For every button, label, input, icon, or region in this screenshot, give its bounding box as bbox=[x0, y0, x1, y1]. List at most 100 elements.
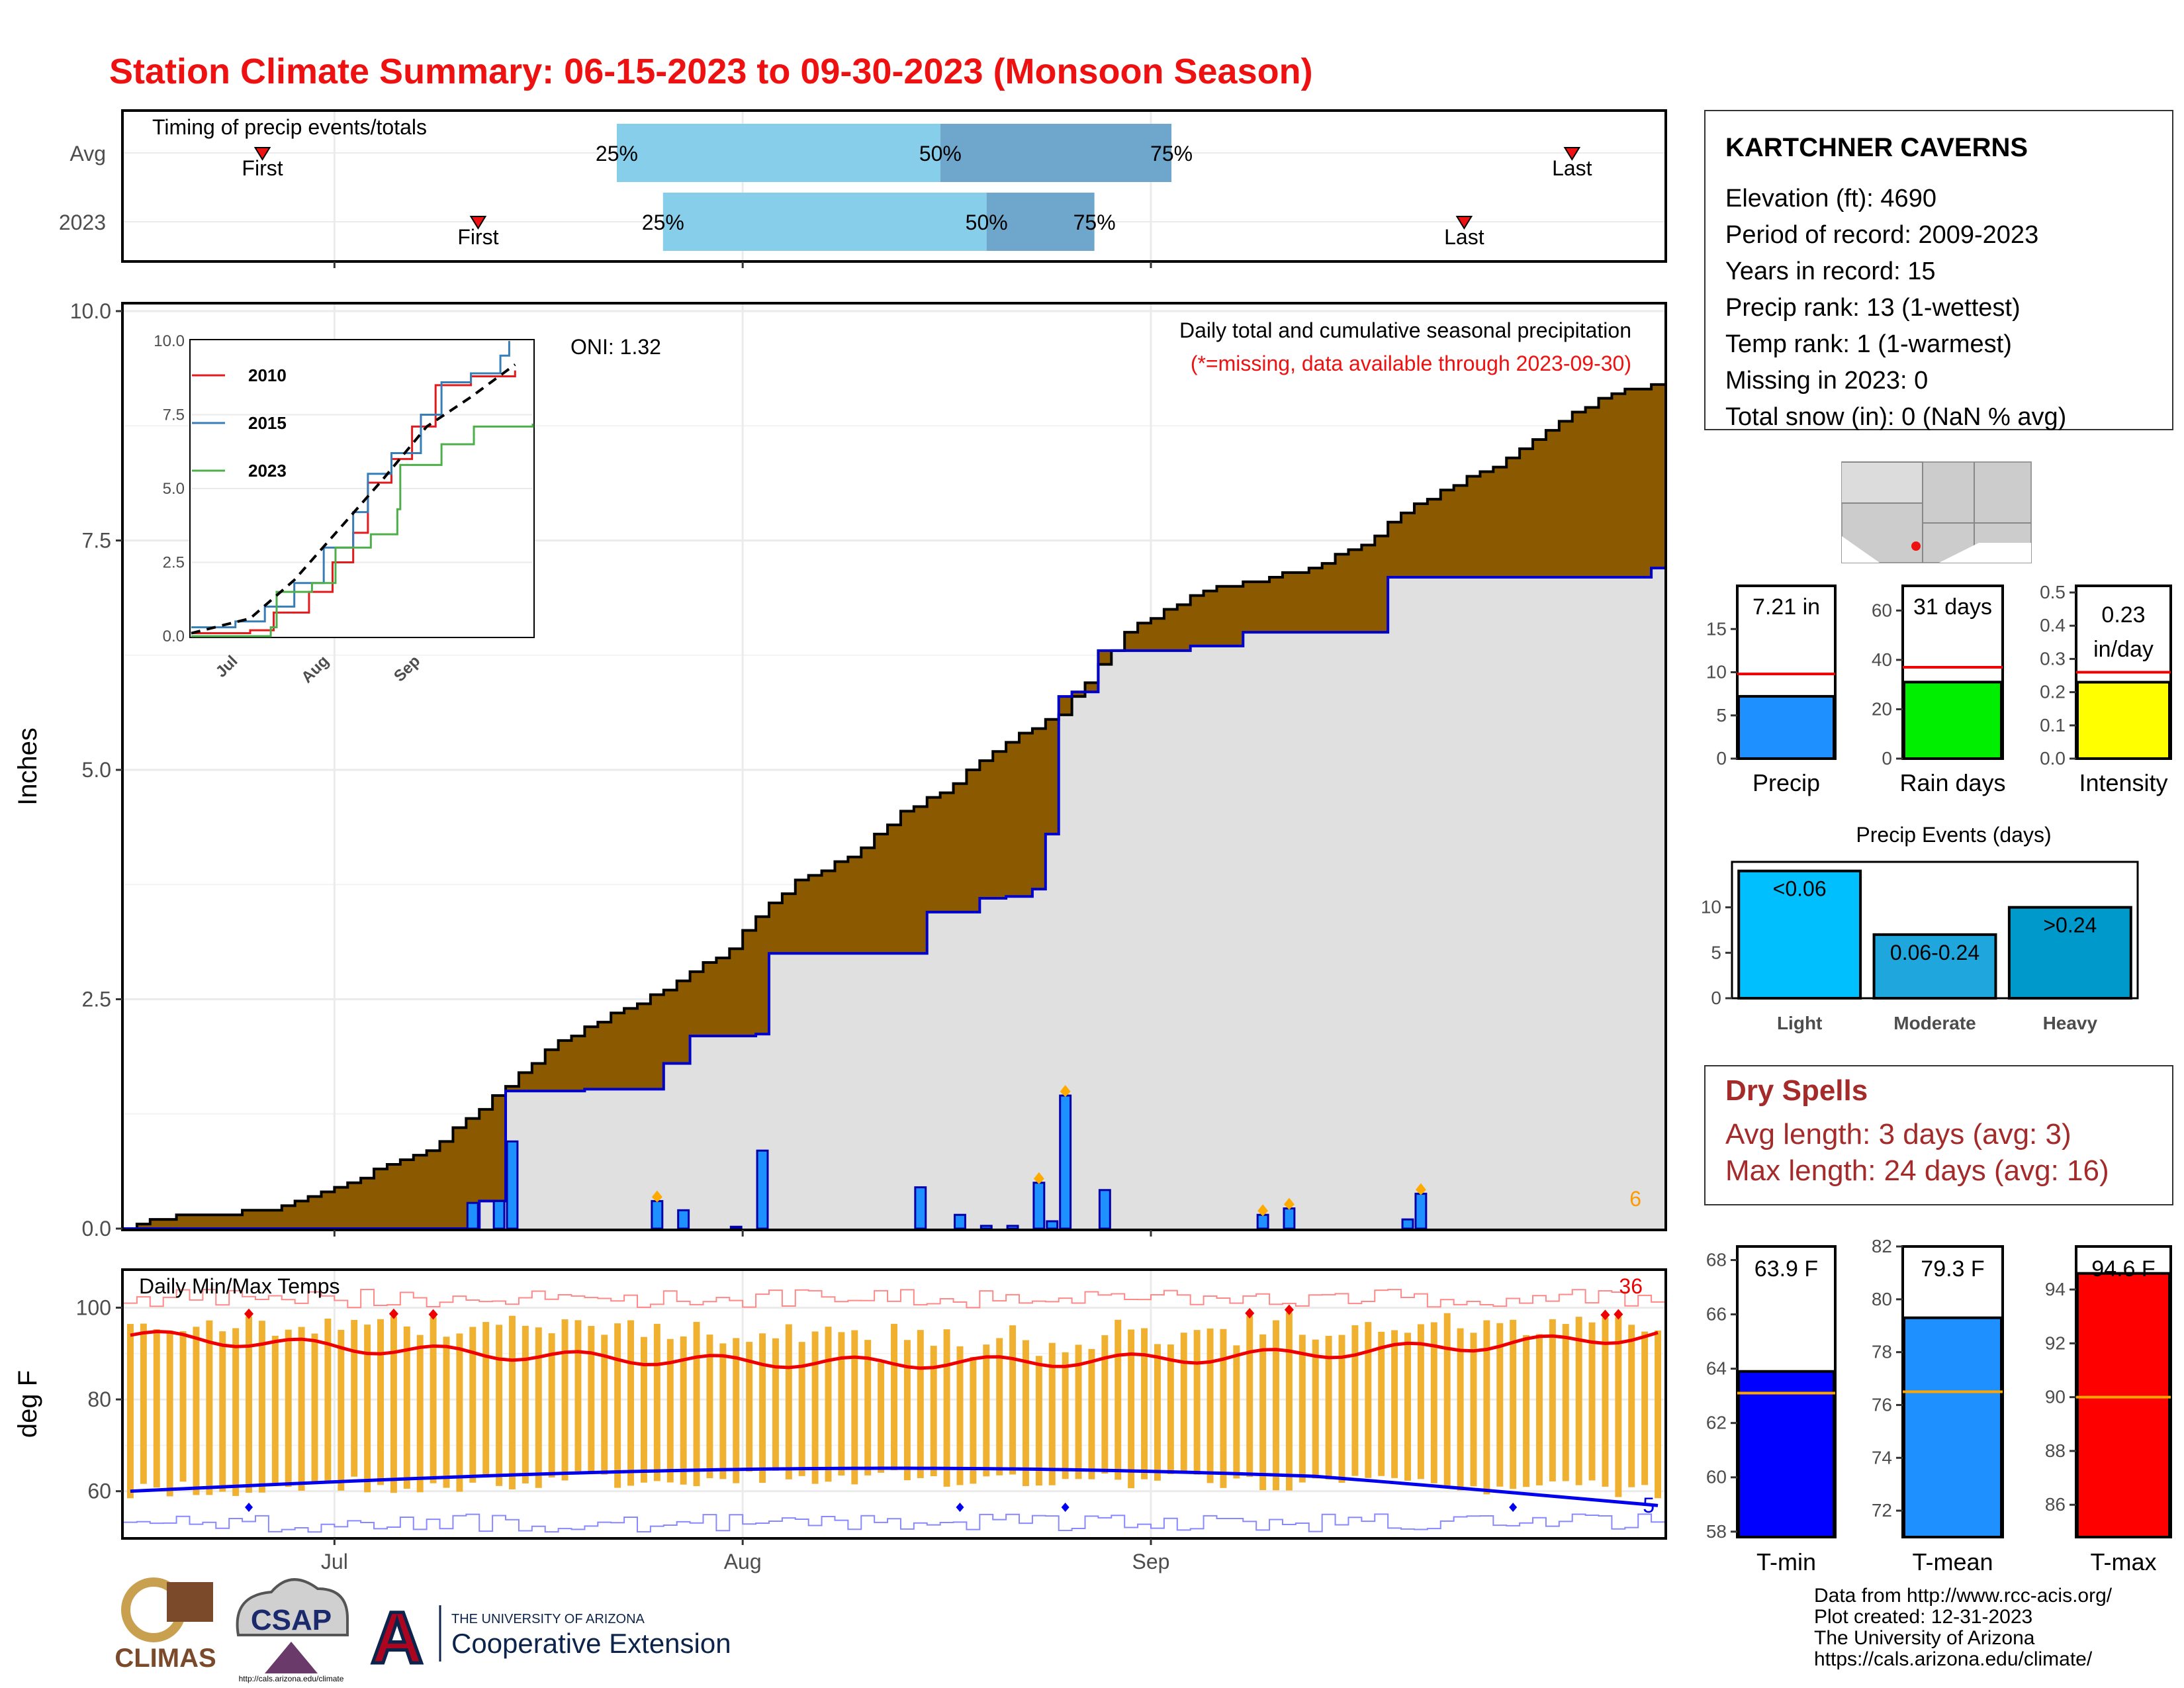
record-low-marker bbox=[1061, 1502, 1069, 1512]
temp-summary-y-tick-label: 78 bbox=[1872, 1342, 1892, 1362]
temp-range-bar bbox=[179, 1331, 187, 1482]
temp-range-bar bbox=[140, 1323, 147, 1484]
temp-range-bar bbox=[522, 1325, 529, 1483]
daily-precip-bar bbox=[1283, 1207, 1296, 1230]
precip-y-tick-label: 5.0 bbox=[82, 758, 111, 782]
temp-range-bar bbox=[1641, 1331, 1649, 1485]
daily-precip-bar bbox=[506, 1140, 519, 1230]
temp-summary-y-tick-label: 86 bbox=[2045, 1494, 2066, 1515]
temp-range-bar bbox=[891, 1323, 897, 1471]
precip-y-tick-label: 7.5 bbox=[82, 529, 111, 553]
temp-summary-y-tick-label: 64 bbox=[1706, 1358, 1727, 1379]
summary-bar-value: 0.23 bbox=[2101, 602, 2145, 628]
temp-range-bar bbox=[693, 1321, 700, 1487]
precip-y-tick-label: 10.0 bbox=[70, 299, 111, 323]
temp-range-bar bbox=[390, 1316, 397, 1493]
footer-line-4: https://cals.arizona.edu/climate/ bbox=[1814, 1648, 2093, 1670]
record-low-marker bbox=[245, 1502, 253, 1512]
timing-marker-label: First bbox=[457, 225, 498, 249]
inset-series-line-2023 bbox=[191, 423, 534, 637]
temp-range-bar bbox=[772, 1338, 779, 1471]
timing-marker-label: Last bbox=[1552, 156, 1592, 180]
temp-range-bar bbox=[456, 1333, 463, 1492]
inset-legend-label: 2023 bbox=[248, 461, 287, 481]
inset-avg-line bbox=[191, 363, 516, 635]
dry-spells-max: Max length: 24 days (avg: 16) bbox=[1725, 1154, 2109, 1187]
temp-range-bar bbox=[153, 1329, 160, 1488]
temp-range-bar bbox=[1575, 1317, 1582, 1485]
temp-range-bar bbox=[943, 1329, 950, 1487]
temp-range-bar bbox=[1298, 1335, 1306, 1483]
temp-range-bar bbox=[206, 1320, 213, 1495]
station-info-box: KARTCHNER CAVERNS Elevation (ft): 4690 Pe… bbox=[1704, 110, 2173, 431]
summary-bar-2 bbox=[2076, 680, 2171, 761]
precip-events-title: Precip Events (days) bbox=[1856, 823, 2051, 847]
temp-summary-bar-2 bbox=[2076, 1272, 2171, 1539]
csap-logo-text: CSAP bbox=[251, 1604, 332, 1636]
temp-range-bar bbox=[1523, 1335, 1530, 1487]
page-title: Station Climate Summary: 06-15-2023 to 0… bbox=[109, 52, 1313, 91]
precip-chart-title: Daily total and cumulative seasonal prec… bbox=[1179, 318, 1631, 342]
temp-summary-y-tick-label: 92 bbox=[2045, 1333, 2066, 1353]
uofa-small-text: THE UNIVERSITY OF ARIZONA bbox=[451, 1612, 645, 1626]
station-info-line: Temp rank: 1 (1-warmest) bbox=[1725, 330, 2012, 358]
temp-range-bar bbox=[878, 1362, 885, 1473]
daily-precip-bar bbox=[954, 1213, 966, 1230]
temp-summary-y-tick-label: 60 bbox=[1706, 1467, 1727, 1487]
timing-caption: Timing of precip events/totals bbox=[152, 115, 427, 139]
temp-range-bar bbox=[126, 1324, 134, 1499]
x-tick-label: Sep bbox=[1132, 1550, 1170, 1573]
temp-range-bar bbox=[1430, 1322, 1437, 1483]
daily-precip-bar bbox=[1098, 1189, 1111, 1230]
temp-range-bar bbox=[548, 1333, 555, 1477]
temp-range-bar bbox=[1075, 1344, 1082, 1479]
temp-range-bar bbox=[1273, 1320, 1279, 1491]
temp-range-bar bbox=[1391, 1330, 1398, 1478]
inset-legend-label: 2010 bbox=[248, 365, 287, 385]
footer-credits: Data from http://www.rcc-acis.org/ Plot … bbox=[1814, 1585, 2113, 1670]
temp-range-bar bbox=[1655, 1330, 1662, 1499]
temp-y-tick-label: 80 bbox=[87, 1387, 111, 1411]
temp-summary-y-tick-label: 88 bbox=[2045, 1440, 2066, 1461]
temp-summary-bar-1 bbox=[1903, 1316, 2003, 1538]
temp-range-bar bbox=[653, 1323, 660, 1481]
summary-y-tick-label: 15 bbox=[1706, 618, 1727, 639]
temp-range-bar bbox=[258, 1321, 265, 1493]
precip-chart-subtitle: (*=missing, data available through 2023-… bbox=[1191, 352, 1631, 375]
timing-row-label-2023: 2023 bbox=[59, 211, 106, 234]
temp-summary-y-tick-label: 82 bbox=[1872, 1236, 1892, 1256]
temp-summary-category: T-min bbox=[1756, 1548, 1816, 1575]
temp-range-bar bbox=[364, 1325, 371, 1493]
temp-range-bar bbox=[1285, 1312, 1293, 1491]
temp-chart-title: Daily Min/Max Temps bbox=[139, 1274, 340, 1298]
record-high-marker bbox=[1284, 1304, 1294, 1315]
temp-panel: 60 80 100 Daily Min/Max Temps deg F 36 5 bbox=[13, 1268, 1667, 1540]
summary-y-tick-label: 0.5 bbox=[2040, 582, 2066, 602]
temp-range-bar bbox=[1536, 1334, 1543, 1485]
record-low-line bbox=[124, 1513, 1664, 1533]
temp-summary-value: 79.3 F bbox=[1921, 1256, 1984, 1282]
temp-range-bar bbox=[1062, 1352, 1069, 1479]
temp-range-bar bbox=[838, 1332, 845, 1476]
temp-summary-y-tick-label: 62 bbox=[1706, 1413, 1727, 1433]
temp-range-bar bbox=[970, 1356, 977, 1484]
temp-range-bar bbox=[1088, 1348, 1095, 1479]
temp-range-bar bbox=[917, 1330, 924, 1478]
temp-range-bar bbox=[1365, 1322, 1372, 1478]
daily-precip-bar bbox=[466, 1201, 479, 1230]
climas-logo: CLIMAS bbox=[114, 1577, 216, 1673]
temp-range-bar bbox=[746, 1342, 753, 1472]
timing-quartile-label: 75% bbox=[1150, 142, 1193, 165]
record-high-marker bbox=[1614, 1309, 1623, 1320]
summary-y-tick-label: 0.1 bbox=[2040, 715, 2066, 735]
uofa-logo: A THE UNIVERSITY OF ARIZONA Cooperative … bbox=[369, 1596, 731, 1681]
station-info-line: Total snow (in): 0 (NaN % avg) bbox=[1725, 403, 2066, 431]
summary-category-label: Rain days bbox=[1899, 769, 2005, 796]
temp-range-bar bbox=[430, 1317, 437, 1483]
summary-y-tick-label: 0 bbox=[1882, 748, 1892, 769]
station-info-line: Missing in 2023: 0 bbox=[1725, 367, 1928, 395]
temp-range-bar bbox=[1154, 1344, 1161, 1481]
daily-precip-bar bbox=[914, 1186, 927, 1230]
temp-range-bar bbox=[864, 1340, 872, 1476]
